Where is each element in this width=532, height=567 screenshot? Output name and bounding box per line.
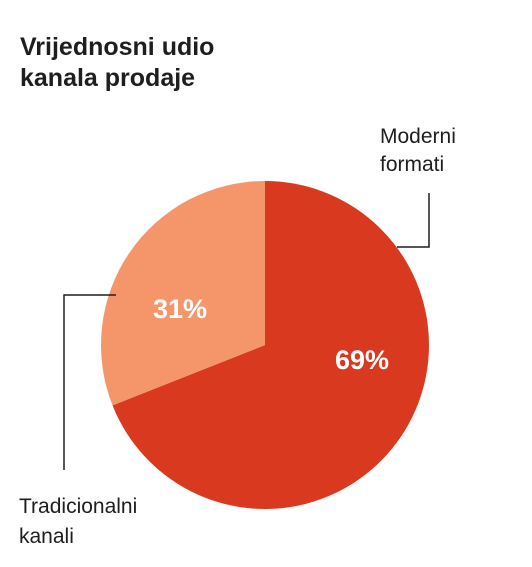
- pie-value-label-tradicionalni-kanali: 31%: [153, 294, 207, 324]
- leader-line-tradicionalni-kanali: [63, 294, 116, 470]
- pie-slice-moderni-formati: [112, 181, 429, 509]
- category-label-tradicionalni-line-2: kanali: [19, 525, 74, 548]
- category-label-moderni-line-2: formati: [380, 153, 444, 176]
- leader-line-moderni-formati: [397, 193, 430, 248]
- chart-title-line-1: Vrijednosni udio: [20, 33, 215, 61]
- category-label-moderni-line-1: Moderni: [380, 125, 456, 148]
- pie-value-label-moderni-formati: 69%: [335, 345, 389, 375]
- chart-title-line-2: kanala prodaje: [20, 64, 196, 92]
- category-label-tradicionalni-line-1: Tradicionalni: [19, 495, 137, 518]
- pie-slice-tradicionalni-kanali: [100, 181, 265, 406]
- pie-slices: [100, 181, 429, 509]
